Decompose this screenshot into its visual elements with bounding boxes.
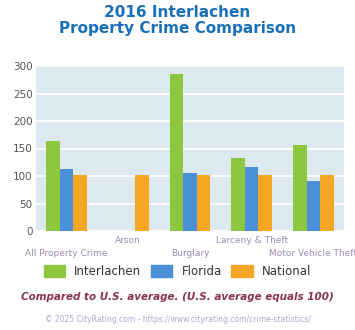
Bar bbox=[231, 158, 245, 231]
Text: 2016 Interlachen: 2016 Interlachen bbox=[104, 5, 251, 20]
Bar bbox=[135, 175, 148, 231]
Text: Burglary: Burglary bbox=[171, 249, 209, 258]
Text: Property Crime Comparison: Property Crime Comparison bbox=[59, 21, 296, 36]
Text: All Property Crime: All Property Crime bbox=[25, 249, 108, 258]
Text: Arson: Arson bbox=[115, 236, 141, 245]
Bar bbox=[258, 175, 272, 231]
Bar bbox=[60, 169, 73, 231]
Bar bbox=[320, 175, 334, 231]
Bar bbox=[307, 181, 320, 231]
Bar bbox=[197, 175, 210, 231]
Legend: Interlachen, Florida, National: Interlachen, Florida, National bbox=[39, 260, 316, 282]
Text: Motor Vehicle Theft: Motor Vehicle Theft bbox=[269, 249, 355, 258]
Text: Compared to U.S. average. (U.S. average equals 100): Compared to U.S. average. (U.S. average … bbox=[21, 292, 334, 302]
Bar bbox=[46, 141, 60, 231]
Bar bbox=[170, 74, 183, 231]
Bar bbox=[245, 167, 258, 231]
Bar bbox=[183, 173, 197, 231]
Bar bbox=[293, 145, 307, 231]
Bar bbox=[73, 175, 87, 231]
Text: Larceny & Theft: Larceny & Theft bbox=[215, 236, 288, 245]
Text: © 2025 CityRating.com - https://www.cityrating.com/crime-statistics/: © 2025 CityRating.com - https://www.city… bbox=[45, 315, 310, 324]
